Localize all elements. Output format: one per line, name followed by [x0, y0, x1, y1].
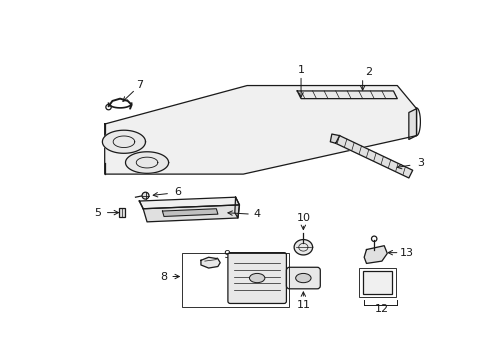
Polygon shape — [408, 109, 416, 139]
Polygon shape — [104, 86, 416, 174]
Ellipse shape — [249, 274, 264, 283]
Ellipse shape — [295, 274, 310, 283]
Text: 11: 11 — [296, 300, 310, 310]
Polygon shape — [329, 134, 339, 143]
Polygon shape — [297, 91, 396, 99]
Polygon shape — [335, 136, 412, 178]
Text: 8: 8 — [160, 271, 167, 282]
Text: 9: 9 — [223, 250, 229, 260]
Bar — [358, 268, 395, 297]
FancyBboxPatch shape — [227, 253, 286, 303]
Text: 12: 12 — [374, 304, 388, 314]
Text: 3: 3 — [416, 158, 423, 167]
Polygon shape — [139, 197, 239, 209]
Text: 1: 1 — [297, 65, 304, 75]
Text: 10: 10 — [296, 213, 310, 223]
Text: 7: 7 — [136, 80, 142, 90]
Bar — [119, 208, 125, 217]
Text: 6: 6 — [174, 187, 181, 197]
Text: 5: 5 — [94, 208, 101, 217]
Text: 2: 2 — [365, 67, 371, 77]
Polygon shape — [364, 246, 386, 264]
Polygon shape — [294, 239, 312, 255]
Polygon shape — [162, 209, 218, 216]
Text: 4: 4 — [253, 209, 260, 219]
Polygon shape — [139, 201, 239, 222]
Circle shape — [142, 192, 149, 199]
FancyBboxPatch shape — [286, 267, 320, 289]
Polygon shape — [102, 130, 145, 153]
Bar — [182, 253, 289, 307]
Polygon shape — [234, 197, 239, 218]
Polygon shape — [201, 257, 220, 268]
Polygon shape — [125, 152, 168, 173]
Text: 13: 13 — [399, 248, 413, 258]
Bar — [362, 271, 391, 294]
